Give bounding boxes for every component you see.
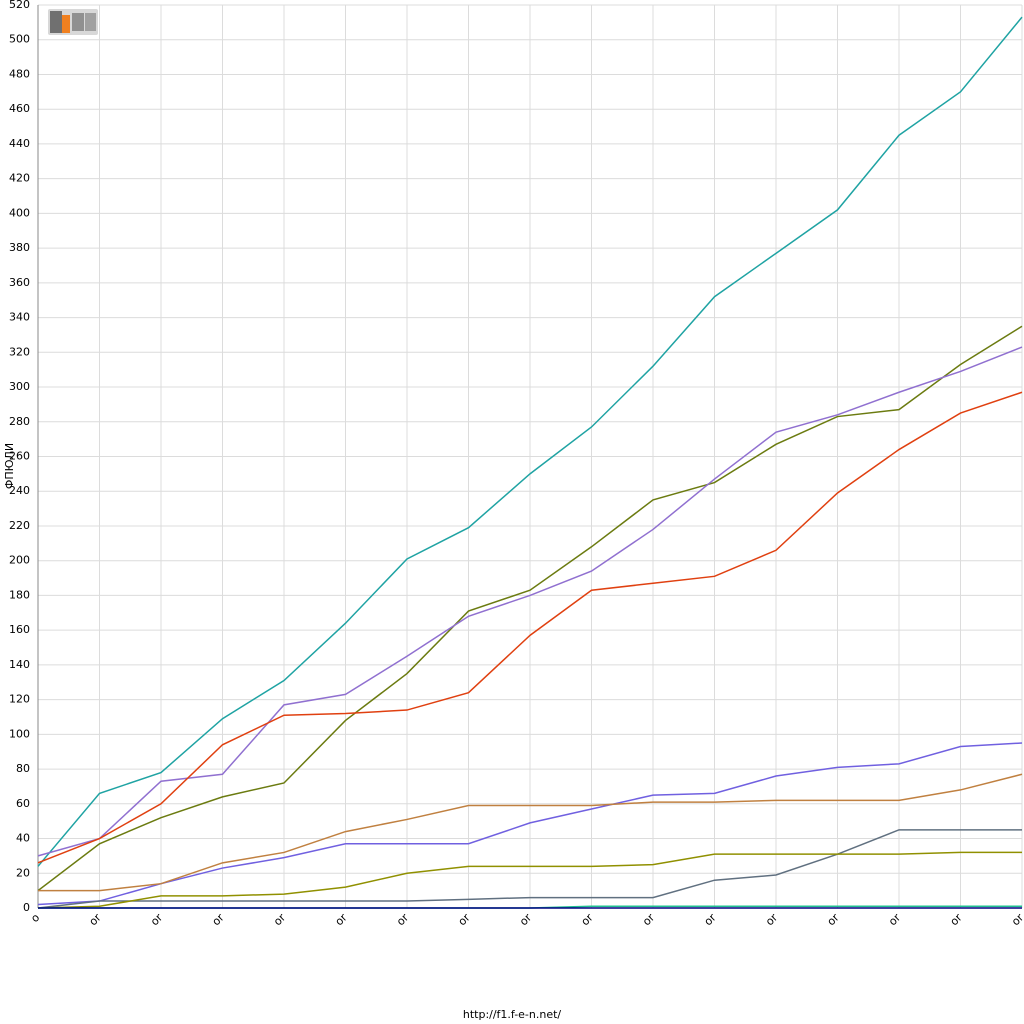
y-tick-label: 220 (9, 519, 30, 532)
y-tick-label: 140 (9, 658, 30, 671)
y-tick-label: 500 (9, 33, 30, 46)
x-tick-label: or (886, 911, 903, 928)
y-tick-label: 20 (16, 866, 30, 879)
x-tick-label: or (87, 911, 104, 928)
series-line (37, 16, 1023, 867)
y-tick-label: 440 (9, 137, 30, 150)
y-tick-label: 180 (9, 588, 30, 601)
series-line (37, 325, 1023, 892)
x-tick-label: or (271, 911, 288, 928)
y-tick-label: 160 (9, 623, 30, 636)
y-tick-label: 280 (9, 415, 30, 428)
series-line (37, 346, 1023, 857)
y-tick-label: 520 (9, 0, 30, 11)
y-tick-label: 0 (23, 901, 30, 914)
x-tick-label: or (333, 911, 350, 928)
x-tick-label: o (28, 911, 42, 925)
y-tick-label: 260 (9, 450, 30, 463)
y-tick-label: 300 (9, 380, 30, 393)
series-line (37, 851, 1022, 909)
y-tick-label: 460 (9, 102, 30, 115)
x-tick-label: or (1009, 911, 1024, 928)
x-tick-label: or (210, 911, 227, 928)
y-tick-label: 340 (9, 311, 30, 324)
series-line (37, 742, 1023, 906)
x-tick-label: or (148, 911, 165, 928)
series-line (37, 391, 1023, 864)
y-tick-label: 200 (9, 554, 30, 567)
y-tick-label: 60 (16, 797, 30, 810)
y-tick-label: 120 (9, 693, 30, 706)
x-tick-label: or (579, 911, 596, 928)
x-tick-label: or (948, 911, 965, 928)
x-tick-label: or (456, 911, 473, 928)
y-tick-label: 40 (16, 832, 30, 845)
y-tick-label: 360 (9, 276, 30, 289)
y-tick-label: 240 (9, 484, 30, 497)
x-tick-label: or (825, 911, 842, 928)
x-tick-label: or (763, 911, 780, 928)
y-tick-label: 100 (9, 727, 30, 740)
logo (48, 9, 98, 35)
x-tick-label: or (640, 911, 657, 928)
y-tick-label: 320 (9, 345, 30, 358)
x-tick-label: or (702, 911, 719, 928)
y-tick-label: 380 (9, 241, 30, 254)
x-tick-label: or (517, 911, 534, 928)
y-tick-label: 80 (16, 762, 30, 775)
series-line (37, 829, 1022, 909)
series-line (38, 773, 1023, 892)
x-tick-label: or (394, 911, 411, 928)
y-axis-label: ФПЮЛИ (3, 443, 16, 489)
y-tick-label: 480 (9, 67, 30, 80)
y-tick-label: 420 (9, 172, 30, 185)
y-tick-label: 400 (9, 206, 30, 219)
footer: http://f1.f-e-n.net/ (463, 1008, 562, 1021)
